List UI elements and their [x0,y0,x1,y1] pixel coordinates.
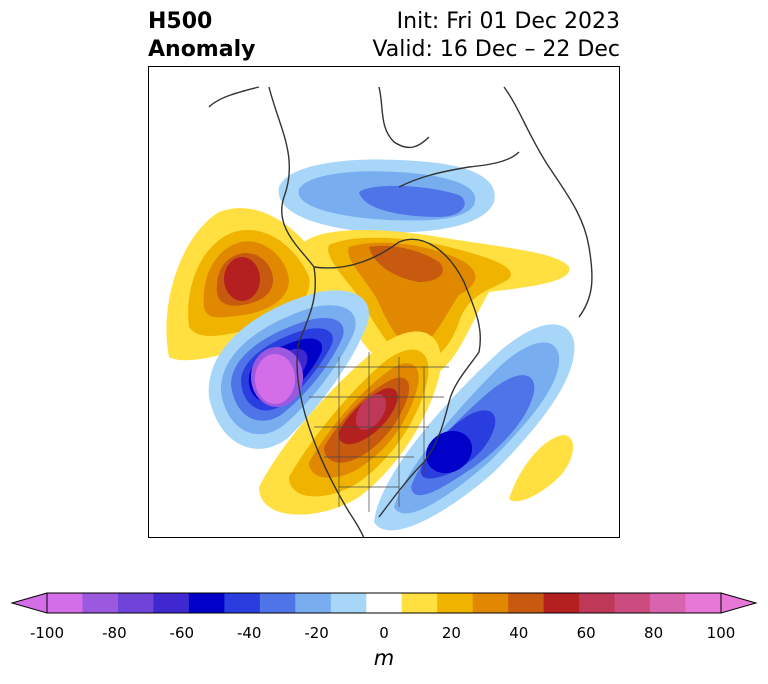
colorbar-tick-label: -60 [169,624,195,642]
colorbar-tick-label: 60 [576,624,596,642]
colorbar-tick-label: -20 [304,624,329,642]
colorbar-cell [401,593,438,613]
colorbar-cell [330,593,367,613]
colorbar-tick-label: -40 [236,624,262,642]
map-title: H500 Anomaly [148,8,255,64]
map-canvas [166,86,593,537]
colorbar-tick-label: 40 [509,624,529,642]
colorbar-cell [153,593,190,613]
colorbar-frame [46,592,722,614]
colorbar [10,592,758,614]
colorbar-cell [188,593,225,613]
colorbar-cell [224,593,261,613]
colorbar-tick-label: -80 [102,624,127,642]
colorbar-cell [259,593,296,613]
colorbar-max-extend-arrow [720,592,758,614]
colorbar-tick-label: 80 [644,624,664,642]
colorbar-cell [650,593,687,613]
valid-range: Valid: 16 Dec – 22 Dec [372,37,620,62]
title-field: Anomaly [148,37,256,62]
colorbar-unit: m [373,646,395,670]
colorbar-cell [295,593,332,613]
anomaly-greenland-ridge [304,230,570,378]
anomaly-map [148,66,620,538]
colorbar-tick-label: 100 [706,624,736,642]
colorbar-min-extend-arrow [10,592,48,614]
colorbar-cell [47,593,83,613]
colorbar-cell [117,593,154,613]
colorbar-cell [82,593,119,613]
colorbar-cell [614,593,651,613]
anomaly-central-us-ridge [259,331,441,515]
colorbar-cell [579,593,616,613]
anomaly-arctic-trough [278,159,495,233]
anomaly-eastern-us-trough [374,324,575,531]
init-date: Init: Fri 01 Dec 2023 [396,9,620,34]
anomaly-west-coast-trough [208,290,369,449]
colorbar-cell [437,593,474,613]
state-borders [309,352,449,512]
colorbar-tick-label: 0 [379,624,389,642]
colorbar-cell [366,593,403,613]
colorbar-cell [543,593,580,613]
colorbar-cell [685,593,722,613]
colorbar-tick-label: 20 [441,624,461,642]
colorbar-cell [508,593,545,613]
map-dates: Init: Fri 01 Dec 2023 Valid: 16 Dec – 22… [372,8,620,64]
colorbar-tick-label: -100 [29,624,65,642]
title-variable: H500 [148,9,213,34]
anomaly-atlantic-ridge [509,435,574,502]
colorbar-cell [472,593,509,613]
